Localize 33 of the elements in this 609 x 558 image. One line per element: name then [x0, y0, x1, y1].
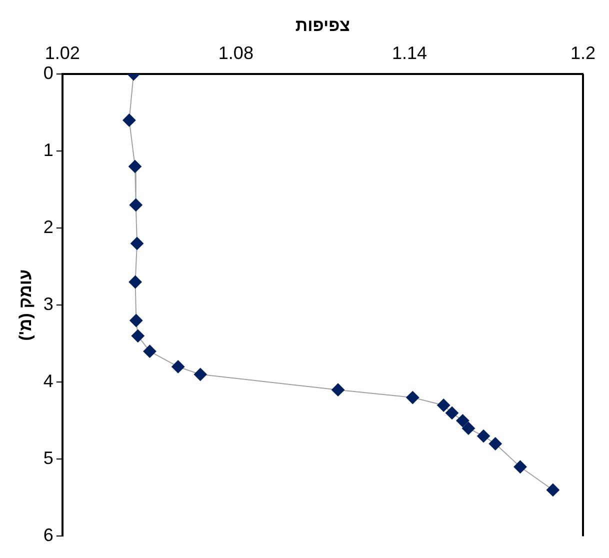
point [131, 329, 144, 342]
point [332, 383, 345, 396]
point [406, 391, 420, 404]
x-axis-title: צפיפות [295, 16, 350, 35]
point [194, 368, 207, 381]
y-axis-title: עומק (מ') [16, 269, 35, 341]
point [172, 360, 185, 374]
point [546, 483, 560, 496]
point [122, 114, 136, 127]
point [477, 430, 490, 443]
x-tick-label: 1.02 [44, 43, 80, 64]
point [488, 437, 502, 450]
point [128, 160, 142, 173]
point [462, 422, 475, 435]
point [456, 414, 470, 428]
x-tick-label: 1.2 [570, 43, 596, 64]
point [514, 460, 527, 474]
point [143, 344, 156, 358]
point [445, 406, 458, 420]
y-tick-label: 1 [43, 140, 54, 160]
y-tick-label: 3 [43, 294, 54, 314]
point [437, 398, 450, 412]
y-tick-label: 2 [43, 217, 54, 238]
x-tick-label: 1.08 [218, 43, 254, 64]
y-tick-label: 5 [43, 448, 54, 468]
y-tick-label: 0 [43, 62, 54, 83]
point [130, 314, 143, 328]
point [128, 275, 142, 288]
point [130, 236, 144, 250]
y-tick-label: 4 [43, 371, 54, 392]
y-tick-label: 6 [43, 525, 54, 546]
point [129, 198, 142, 212]
x-tick-label: 1.14 [392, 43, 427, 64]
